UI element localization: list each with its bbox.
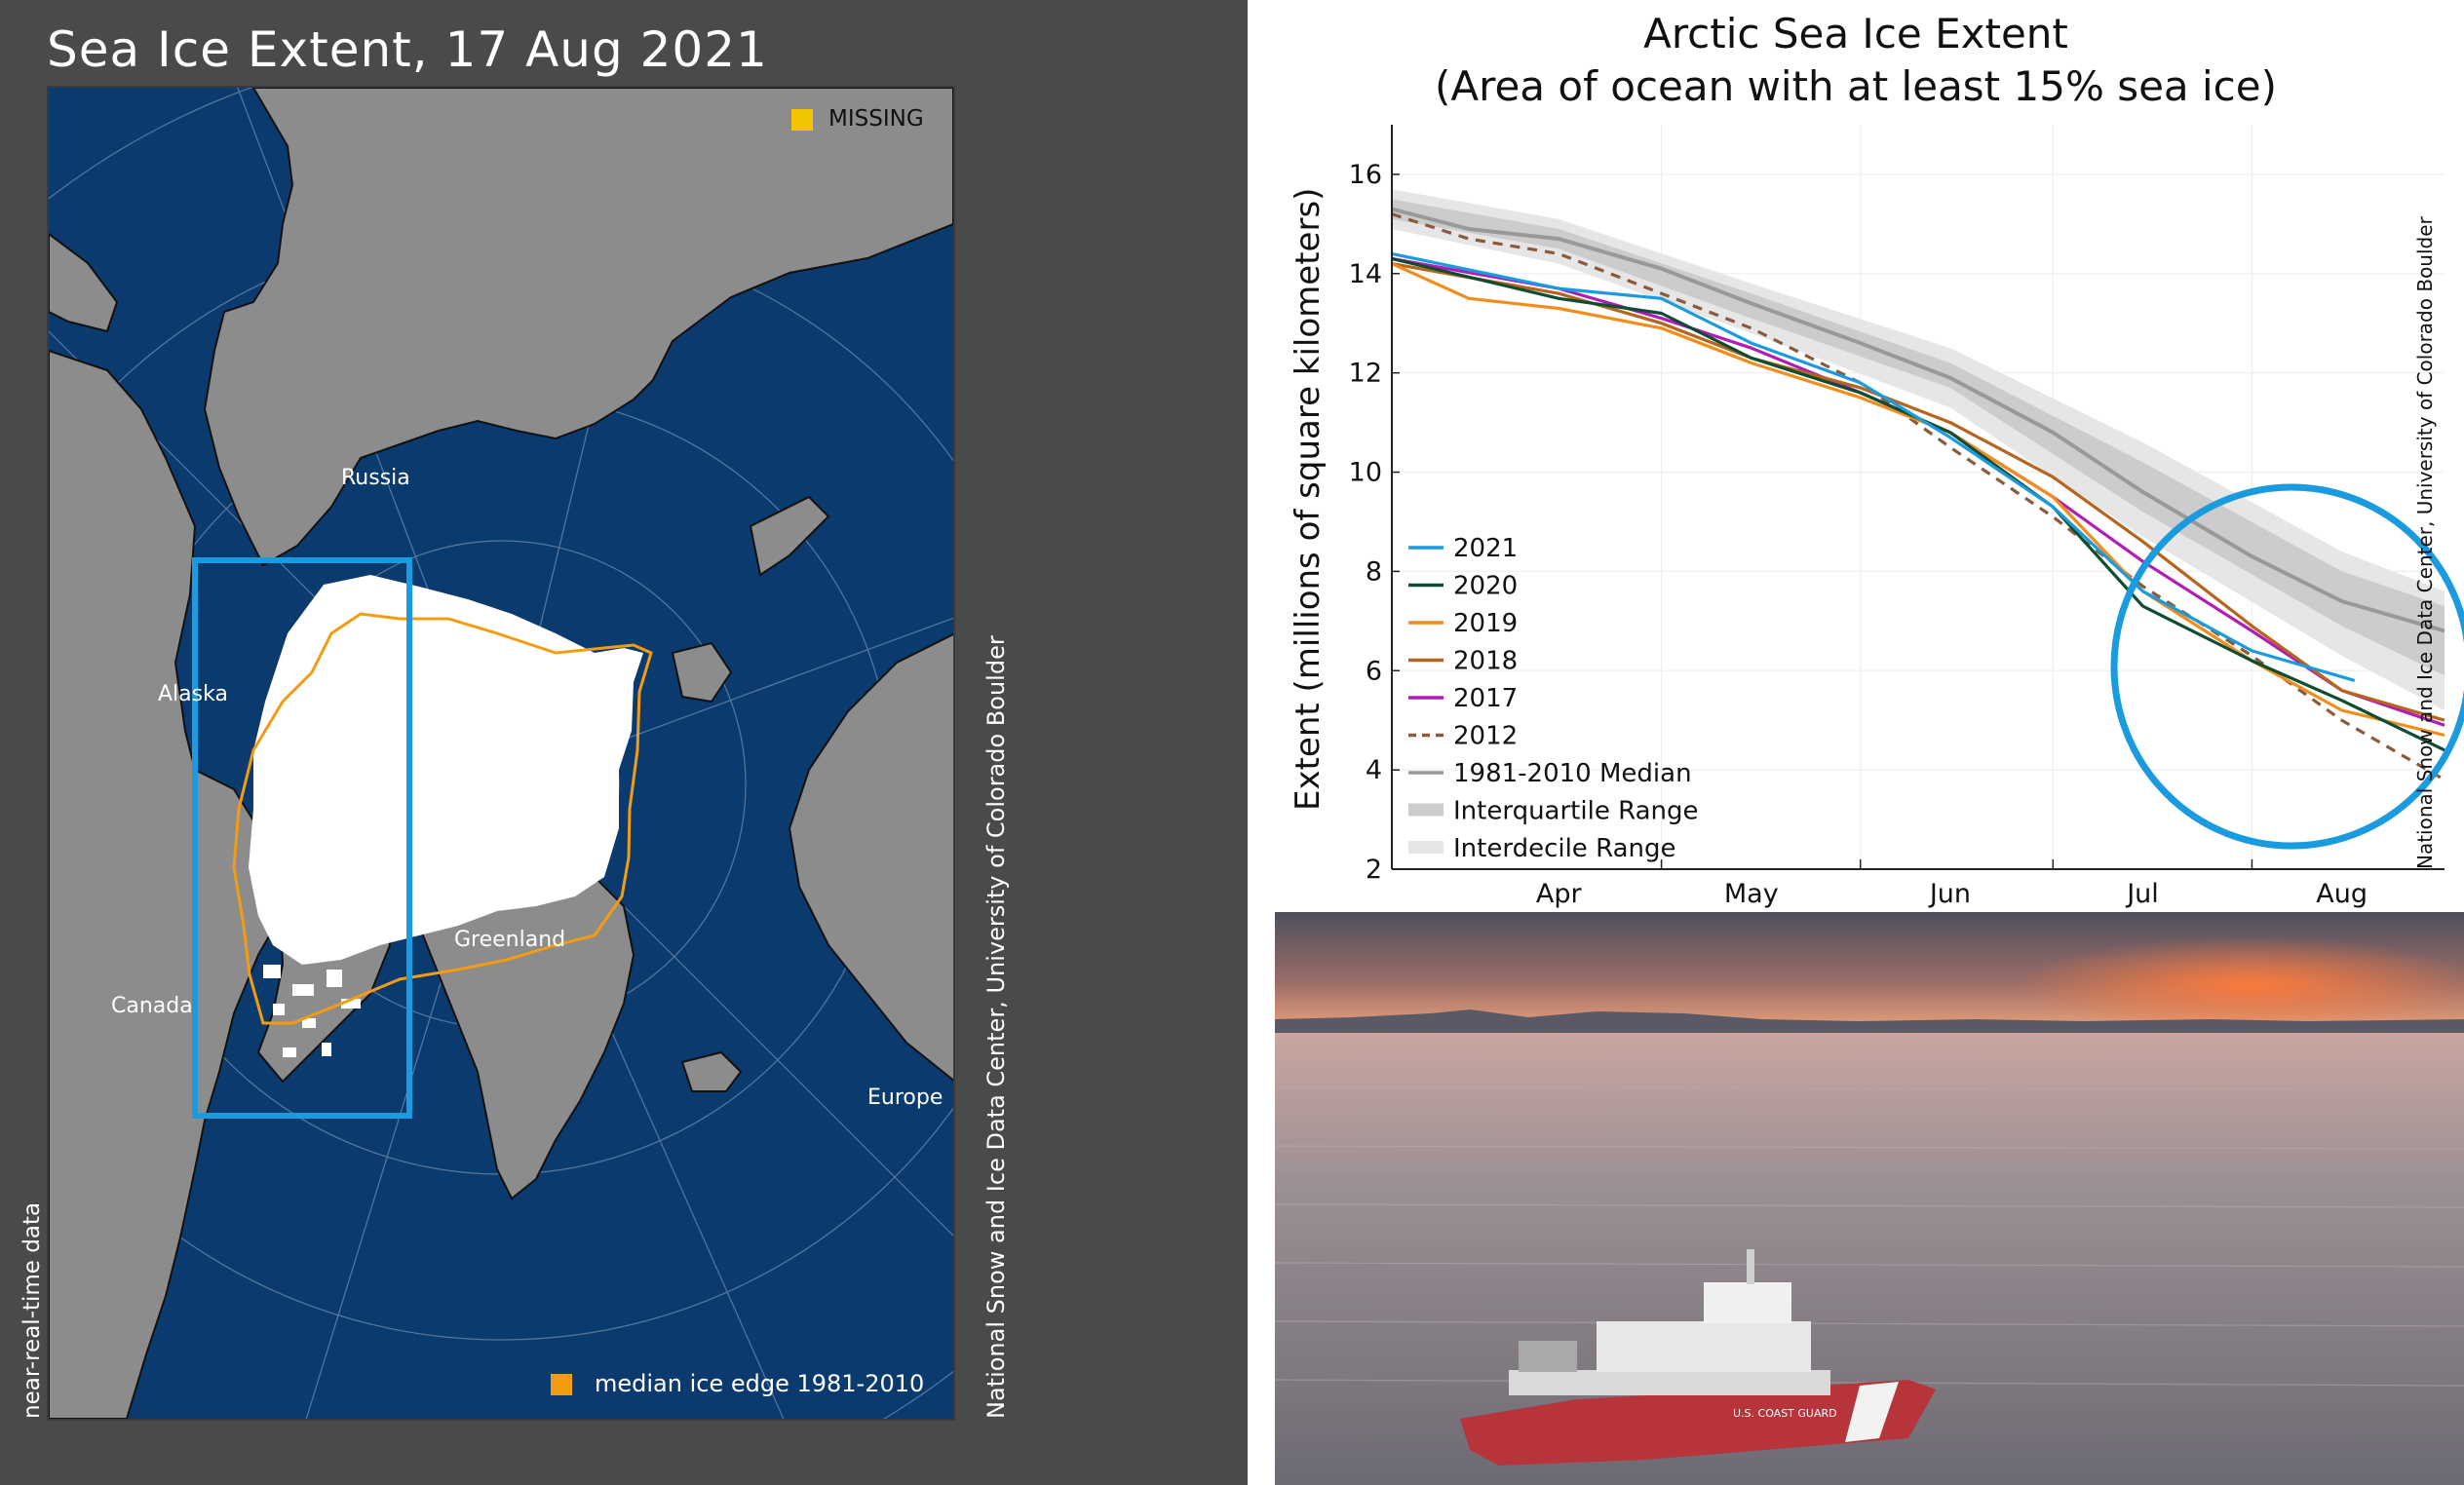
map-credit: National Snow and Ice Data Center, Unive… [982,635,1010,1419]
photo-graphic: U.S. COAST GUARD [1275,912,2464,1485]
highlight-box [192,557,412,1119]
y-tick-label: 2 [1366,855,1382,885]
label-europe: Europe [867,1085,943,1110]
europe-scandinavia [788,632,953,1082]
legend-swatch [1408,841,1444,854]
svalbard [671,641,733,704]
x-tick-label-apr: Apr [1536,879,1583,909]
ship-crane [1519,1341,1577,1372]
label-canada: Canada [111,994,193,1018]
ship-deck [1509,1370,1830,1395]
y-axis-label: Extent (millions of square kilometers) [1289,187,1328,811]
chart-credit: National Snow and Ice Data Center, Unive… [2413,216,2437,869]
iceland [680,1050,743,1092]
x-tick-label-aug: Aug [2316,879,2368,909]
median-ice-edge [232,612,653,1025]
distant-mountains [1275,1009,2464,1033]
ship-mast [1747,1249,1754,1284]
missing-label: MISSING [828,106,924,132]
label-russia: Russia [341,466,410,490]
map-title: Sea Ice Extent, 17 Aug 2021 [47,21,768,78]
series-line-2012 [1391,212,2445,781]
extent-chart: 2 4 6 8 10 12 14 16 Apr May Jun Jul Aug 2021 2020 2019 2… [1349,125,2464,909]
series-line-2017 [1391,256,2445,727]
legend-label-2021: 2021 [1453,534,1518,563]
label-greenland: Greenland [454,928,566,952]
y-tick-label: 4 [1366,755,1382,785]
y-tick-label: 10 [1349,458,1382,488]
y-tick-label: 6 [1366,656,1382,686]
sea-ice-map: Russia Alaska Canada Greenland Europe MI… [47,86,955,1421]
ship-superstructure [1597,1321,1811,1372]
y-tick-label: 14 [1349,259,1382,289]
legend-label-1981-2010-median: 1981-2010 Median [1453,759,1692,788]
series-line-2021 [1391,251,2356,683]
icebreaker-photo: U.S. COAST GUARD [1275,912,2464,1485]
sea-ice-area [249,575,643,965]
ice-fragments [263,965,361,1057]
band-interdecile-range [1392,189,2445,711]
label-alaska: Alaska [158,682,228,706]
series-line-2019 [1391,262,2445,738]
ship-bridge [1704,1282,1791,1323]
map-graphic [49,88,953,1419]
x-tick-label-jun: Jun [1928,879,1971,909]
series-line-1981-2010-median [1391,207,2445,633]
legend-label-2019: 2019 [1453,609,1518,638]
legend-label-2018: 2018 [1453,647,1518,676]
y-tick-label: 12 [1349,359,1382,389]
median-edge-label: median ice edge 1981-2010 [595,1370,925,1397]
missing-legend: MISSING [778,97,942,140]
highlight-circle [2110,483,2464,850]
legend-label-interdecile-range: Interdecile Range [1453,834,1675,863]
legend-label-2020: 2020 [1453,572,1518,601]
icebreaker-ship: U.S. COAST GUARD [1460,1249,1936,1466]
russia-landmass [203,88,953,567]
series-line-2018 [1391,262,2445,722]
x-tick-label-may: May [1724,879,1779,909]
x-tick-label-jul: Jul [2125,879,2159,909]
series-line-2020 [1391,256,2445,752]
chart-subtitle: (Area of ocean with at least 15% sea ice… [1434,62,2277,110]
y-tick-label: 8 [1366,556,1382,587]
missing-swatch [791,109,813,131]
novaya-zemlya [749,495,830,577]
alaska-west [49,232,119,333]
median-edge-swatch [551,1374,572,1395]
legend-label-2012: 2012 [1453,722,1518,751]
legend-label-2017: 2017 [1453,684,1518,713]
sea-ice-map-panel: Sea Ice Extent, 17 Aug 2021 [0,0,1248,1485]
y-tick-label: 16 [1349,160,1382,190]
extent-chart-panel: 2 4 6 8 10 12 14 16 Apr May Jun Jul Aug 2021 2020 2019 2… [1248,0,2464,912]
ship-hull [1460,1380,1936,1466]
hull-text: U.S. COAST GUARD [1733,1407,1837,1420]
ship-hull-stripe [1845,1382,1899,1442]
sunset-glow [2016,936,2464,1034]
near-real-time-note: near-real-time data [19,1201,45,1419]
chart-title: Arctic Sea Ice Extent [1643,10,2068,57]
legend-label-interquartile-range: Interquartile Range [1453,797,1698,826]
legend-swatch [1408,803,1444,817]
